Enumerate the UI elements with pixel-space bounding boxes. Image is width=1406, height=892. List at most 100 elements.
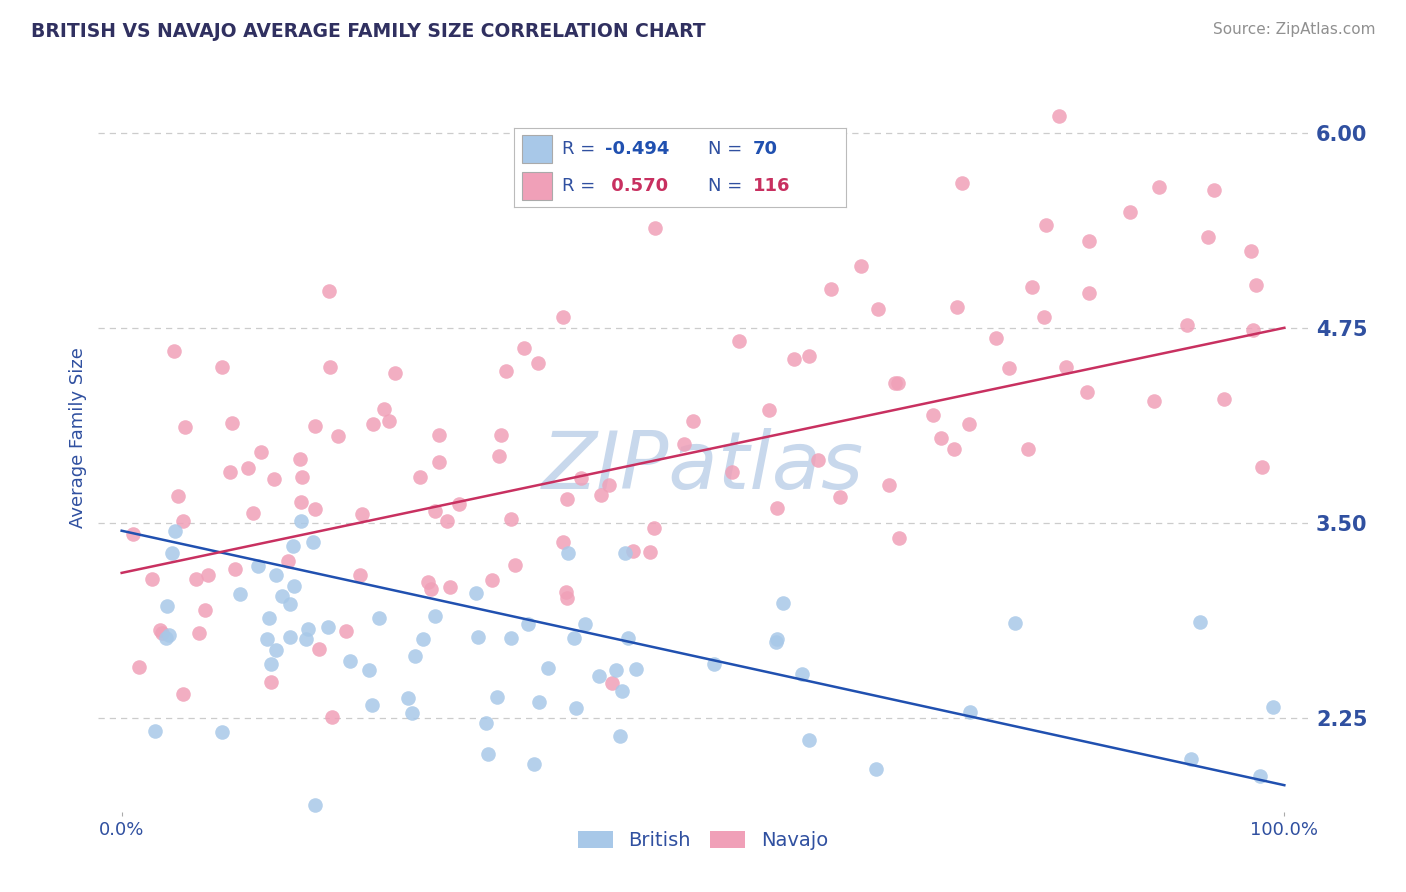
Point bbox=[163, 524, 186, 539]
Point bbox=[557, 546, 579, 560]
Point bbox=[409, 470, 432, 484]
Point bbox=[401, 706, 423, 720]
Point bbox=[959, 705, 981, 719]
Point bbox=[160, 546, 183, 560]
Point bbox=[384, 366, 406, 380]
Text: ZIPatlas: ZIPatlas bbox=[541, 428, 865, 506]
Point bbox=[946, 300, 969, 314]
Point bbox=[799, 349, 821, 363]
Point bbox=[720, 465, 742, 479]
Point bbox=[1035, 219, 1057, 233]
Point bbox=[326, 429, 349, 443]
Point bbox=[574, 616, 596, 631]
Point bbox=[404, 649, 426, 664]
Point bbox=[503, 558, 526, 573]
Text: R =: R = bbox=[562, 140, 600, 158]
Point bbox=[294, 632, 316, 646]
Point bbox=[321, 710, 343, 724]
Point bbox=[883, 376, 905, 390]
Point bbox=[772, 596, 794, 610]
Point bbox=[412, 632, 434, 647]
Point bbox=[290, 514, 312, 528]
Point bbox=[184, 572, 207, 586]
Point bbox=[887, 376, 910, 390]
Point bbox=[605, 663, 627, 677]
Point bbox=[621, 544, 644, 558]
Point bbox=[271, 589, 294, 603]
Text: N =: N = bbox=[709, 140, 748, 158]
Point bbox=[865, 762, 887, 776]
Point bbox=[302, 535, 325, 549]
Point bbox=[368, 611, 391, 625]
Point bbox=[221, 416, 243, 430]
Point bbox=[361, 417, 384, 432]
Point bbox=[474, 715, 496, 730]
Point bbox=[425, 609, 447, 624]
Text: 116: 116 bbox=[752, 178, 790, 195]
Point bbox=[224, 562, 246, 576]
Text: -0.494: -0.494 bbox=[605, 140, 669, 158]
Point bbox=[318, 360, 340, 375]
Point bbox=[828, 490, 851, 504]
Point bbox=[197, 568, 219, 582]
Point bbox=[187, 625, 209, 640]
Point bbox=[194, 603, 217, 617]
Point bbox=[513, 342, 536, 356]
Point bbox=[1054, 359, 1077, 374]
Point bbox=[526, 355, 548, 369]
Point bbox=[357, 663, 380, 677]
Point bbox=[304, 797, 326, 812]
Point bbox=[335, 624, 357, 638]
Point bbox=[467, 630, 489, 644]
Point bbox=[229, 587, 252, 601]
Point bbox=[517, 616, 540, 631]
Point bbox=[766, 632, 789, 647]
Point bbox=[260, 657, 283, 671]
Point bbox=[957, 417, 980, 432]
Point bbox=[280, 631, 302, 645]
Point bbox=[1017, 442, 1039, 457]
Point bbox=[1004, 615, 1026, 630]
Point bbox=[416, 575, 439, 590]
Point bbox=[499, 632, 522, 646]
Point bbox=[141, 573, 163, 587]
Point bbox=[557, 492, 579, 507]
Point bbox=[1047, 109, 1070, 123]
Point bbox=[807, 452, 830, 467]
Point bbox=[797, 732, 820, 747]
Point bbox=[849, 259, 872, 273]
Point bbox=[643, 521, 665, 535]
Point bbox=[278, 597, 301, 611]
Point bbox=[256, 632, 278, 647]
Point bbox=[291, 470, 314, 484]
Point bbox=[465, 585, 488, 599]
Point bbox=[589, 488, 612, 502]
Point bbox=[703, 657, 725, 672]
Point bbox=[173, 419, 195, 434]
Point bbox=[149, 623, 172, 637]
Point bbox=[477, 747, 499, 761]
Point bbox=[488, 449, 510, 463]
Point bbox=[143, 724, 166, 739]
Point bbox=[929, 431, 952, 445]
Point bbox=[617, 632, 640, 646]
Point bbox=[942, 442, 965, 457]
Point bbox=[211, 724, 233, 739]
Point bbox=[1180, 752, 1202, 766]
Point bbox=[672, 437, 695, 451]
Point bbox=[1212, 392, 1234, 406]
Point bbox=[728, 334, 751, 348]
Point bbox=[1071, 824, 1094, 838]
Point bbox=[790, 666, 813, 681]
Point bbox=[481, 574, 503, 588]
Point bbox=[950, 176, 973, 190]
Point bbox=[263, 472, 285, 486]
Point bbox=[1189, 615, 1212, 629]
Point bbox=[523, 756, 546, 771]
Point bbox=[491, 427, 513, 442]
Point bbox=[1249, 769, 1271, 783]
Text: N =: N = bbox=[709, 178, 748, 195]
Point bbox=[998, 360, 1021, 375]
Point bbox=[527, 695, 550, 709]
Point bbox=[283, 579, 305, 593]
